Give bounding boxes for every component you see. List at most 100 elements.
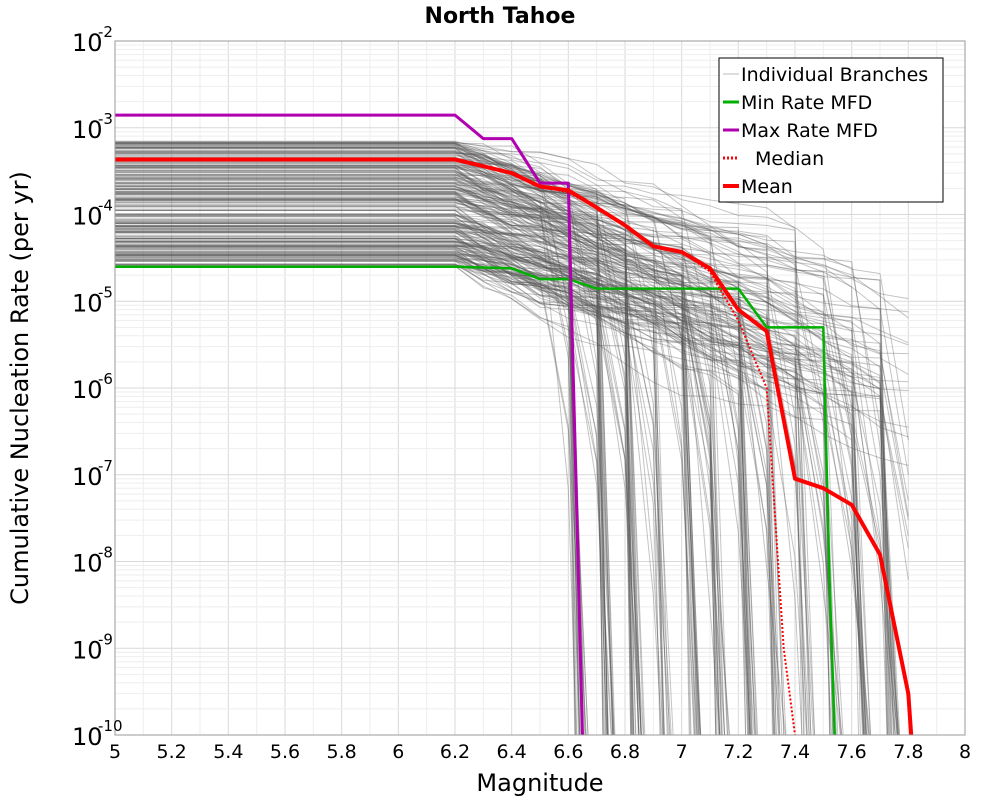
branch-line xyxy=(115,243,752,736)
branch-line xyxy=(115,176,758,736)
branch-line xyxy=(115,198,892,736)
branch-line xyxy=(115,228,888,736)
branch-line xyxy=(115,166,808,736)
branch-line xyxy=(115,226,607,736)
branch-line xyxy=(115,225,668,736)
branch-line xyxy=(115,241,753,736)
branch-line xyxy=(115,263,613,736)
branch-line xyxy=(115,189,642,736)
y-tick-label: 10 xyxy=(72,116,103,144)
branch-line xyxy=(115,164,899,736)
branch-line xyxy=(115,254,909,537)
branch-line xyxy=(115,245,890,736)
branch-line xyxy=(115,149,814,736)
branch-line xyxy=(115,244,697,736)
branch-line xyxy=(115,174,785,736)
branch-line xyxy=(115,201,909,383)
chart-title: North Tahoe xyxy=(425,4,576,29)
branch-line xyxy=(115,223,836,736)
branch-line xyxy=(115,202,751,736)
branch-line xyxy=(115,189,642,736)
branch-line xyxy=(115,230,695,736)
y-tick-labels: 10-210-310-410-510-610-710-810-910-10 xyxy=(72,23,123,751)
branch-line xyxy=(115,222,730,736)
x-axis-label: Magnitude xyxy=(476,769,603,797)
branch-line xyxy=(115,229,835,736)
branch-line xyxy=(115,190,669,736)
branch-line xyxy=(115,238,867,736)
branch-line xyxy=(115,257,615,736)
branch-line xyxy=(115,198,909,521)
branch-line xyxy=(115,182,583,736)
branch-line xyxy=(115,199,859,736)
branch-line xyxy=(115,235,587,736)
branch-line xyxy=(115,141,723,736)
x-tick-label: 8 xyxy=(959,741,971,763)
branch-line xyxy=(115,143,586,736)
y-tick-label: 10 xyxy=(72,550,103,578)
branch-line xyxy=(115,197,701,736)
branch-line xyxy=(115,225,839,736)
y-tick-exponent: -2 xyxy=(98,23,113,41)
branch-line xyxy=(115,167,757,736)
branch-line xyxy=(115,209,672,736)
branch-line xyxy=(115,191,751,736)
branch-line xyxy=(115,251,775,736)
y-tick-label: 10 xyxy=(72,376,103,404)
y-tick-exponent: -7 xyxy=(98,457,113,475)
branch-line xyxy=(115,206,810,736)
branch-line xyxy=(115,245,891,736)
branch-line xyxy=(115,252,605,736)
branch-line xyxy=(115,230,899,736)
branch-line xyxy=(115,237,615,736)
y-tick-label: 10 xyxy=(72,203,103,231)
branch-line xyxy=(115,159,805,736)
branch-line xyxy=(115,251,783,736)
branch-line xyxy=(115,147,609,736)
x-tick-label: 7.6 xyxy=(837,741,867,763)
branch-line xyxy=(115,205,642,736)
branch-line xyxy=(115,186,836,736)
x-tick-label: 6 xyxy=(392,741,404,763)
y-tick-label: 10 xyxy=(72,289,103,317)
branch-line xyxy=(115,143,589,736)
branch-line xyxy=(115,172,863,736)
branch-line xyxy=(115,161,664,736)
branch-line xyxy=(115,260,664,736)
branch-line xyxy=(115,213,838,736)
branch-line xyxy=(115,214,726,736)
branch-line xyxy=(115,176,717,736)
branch-line xyxy=(115,247,836,736)
branch-line xyxy=(115,175,803,736)
branch-line xyxy=(115,159,645,736)
legend-label: Max Rate MFD xyxy=(741,120,878,142)
branch-line xyxy=(115,265,642,736)
branch-line xyxy=(115,183,665,736)
legend-label: Median xyxy=(755,148,824,170)
branch-line xyxy=(115,228,752,736)
branch-line xyxy=(115,167,909,517)
branch-line xyxy=(115,241,636,736)
series-max-rate-mfd xyxy=(115,113,584,736)
branch-line xyxy=(115,231,776,736)
branch-line xyxy=(115,142,899,736)
branch-line xyxy=(115,214,775,736)
branch-line xyxy=(115,145,893,736)
branch-line xyxy=(115,174,589,736)
branch-line xyxy=(115,236,606,736)
y-tick-label: 10 xyxy=(72,723,103,751)
branch-line xyxy=(115,185,865,736)
branch-line xyxy=(115,264,866,736)
branch-line xyxy=(115,200,909,346)
branch-line xyxy=(115,226,750,736)
branch-line xyxy=(115,232,717,736)
x-tick-label: 7 xyxy=(676,741,688,763)
branch-line xyxy=(115,198,909,375)
legend: Individual Branches Min Rate MFD Max Rate … xyxy=(718,57,944,203)
branch-line xyxy=(115,188,614,736)
branch-line xyxy=(115,205,841,736)
branch-line xyxy=(115,214,633,736)
branch-line xyxy=(115,157,909,300)
branch-line xyxy=(115,254,720,736)
legend-box xyxy=(718,57,944,203)
